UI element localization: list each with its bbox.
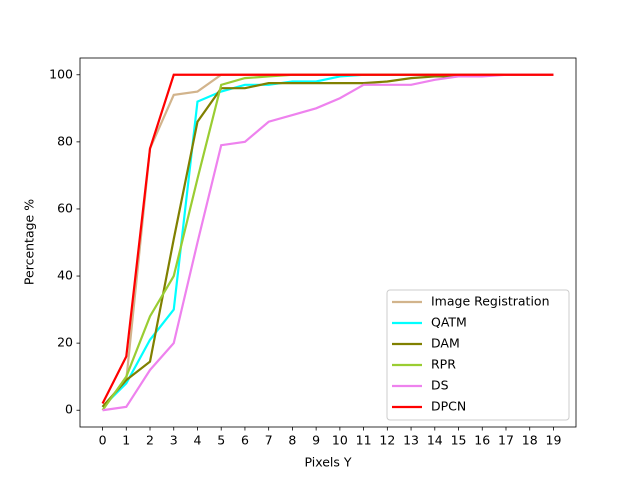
- x-tick-label: 15: [451, 433, 467, 448]
- y-tick-label: 0: [65, 402, 73, 417]
- legend-box: [386, 289, 570, 421]
- x-tick-label: 11: [356, 433, 372, 448]
- x-tick-label: 8: [288, 433, 296, 448]
- y-tick-label: 60: [57, 200, 73, 215]
- x-tick-label: 10: [332, 433, 348, 448]
- x-tick-label: 13: [403, 433, 419, 448]
- x-tick-label: 14: [427, 433, 443, 448]
- legend-label: DS: [431, 378, 449, 393]
- x-tick-label: 3: [170, 433, 178, 448]
- series-line: [102, 73, 554, 412]
- series-line: [101, 73, 554, 405]
- y-tick-label: 20: [57, 335, 73, 350]
- x-tick-label: 19: [546, 433, 562, 448]
- y-tick-label: 40: [57, 268, 73, 283]
- legend-label: DPCN: [431, 399, 466, 414]
- x-tick-label: 9: [312, 433, 320, 448]
- x-tick-label: 16: [474, 433, 490, 448]
- x-tick-label: 7: [265, 433, 273, 448]
- x-tick-label: 1: [122, 433, 130, 448]
- y-axis-label: Percentage %: [22, 199, 37, 285]
- y-tick-label: 100: [49, 66, 73, 81]
- legend-label: RPR: [431, 357, 456, 372]
- x-tick-label: 17: [498, 433, 514, 448]
- x-tick-label: 4: [193, 433, 201, 448]
- x-tick-label: 2: [146, 433, 154, 448]
- legend-label: DAM: [431, 336, 460, 351]
- x-tick-label: 18: [522, 433, 538, 448]
- legend-label: Image Registration: [431, 294, 550, 309]
- x-tick-label: 12: [379, 433, 395, 448]
- x-tick-label: 5: [217, 433, 225, 448]
- x-tick-label: 0: [99, 433, 107, 448]
- x-tick-label: 6: [241, 433, 249, 448]
- legend-label: QATM: [431, 315, 467, 330]
- y-tick-label: 80: [57, 133, 73, 148]
- x-axis-label: Pixels Y: [304, 455, 351, 470]
- plot-frame: [79, 57, 577, 428]
